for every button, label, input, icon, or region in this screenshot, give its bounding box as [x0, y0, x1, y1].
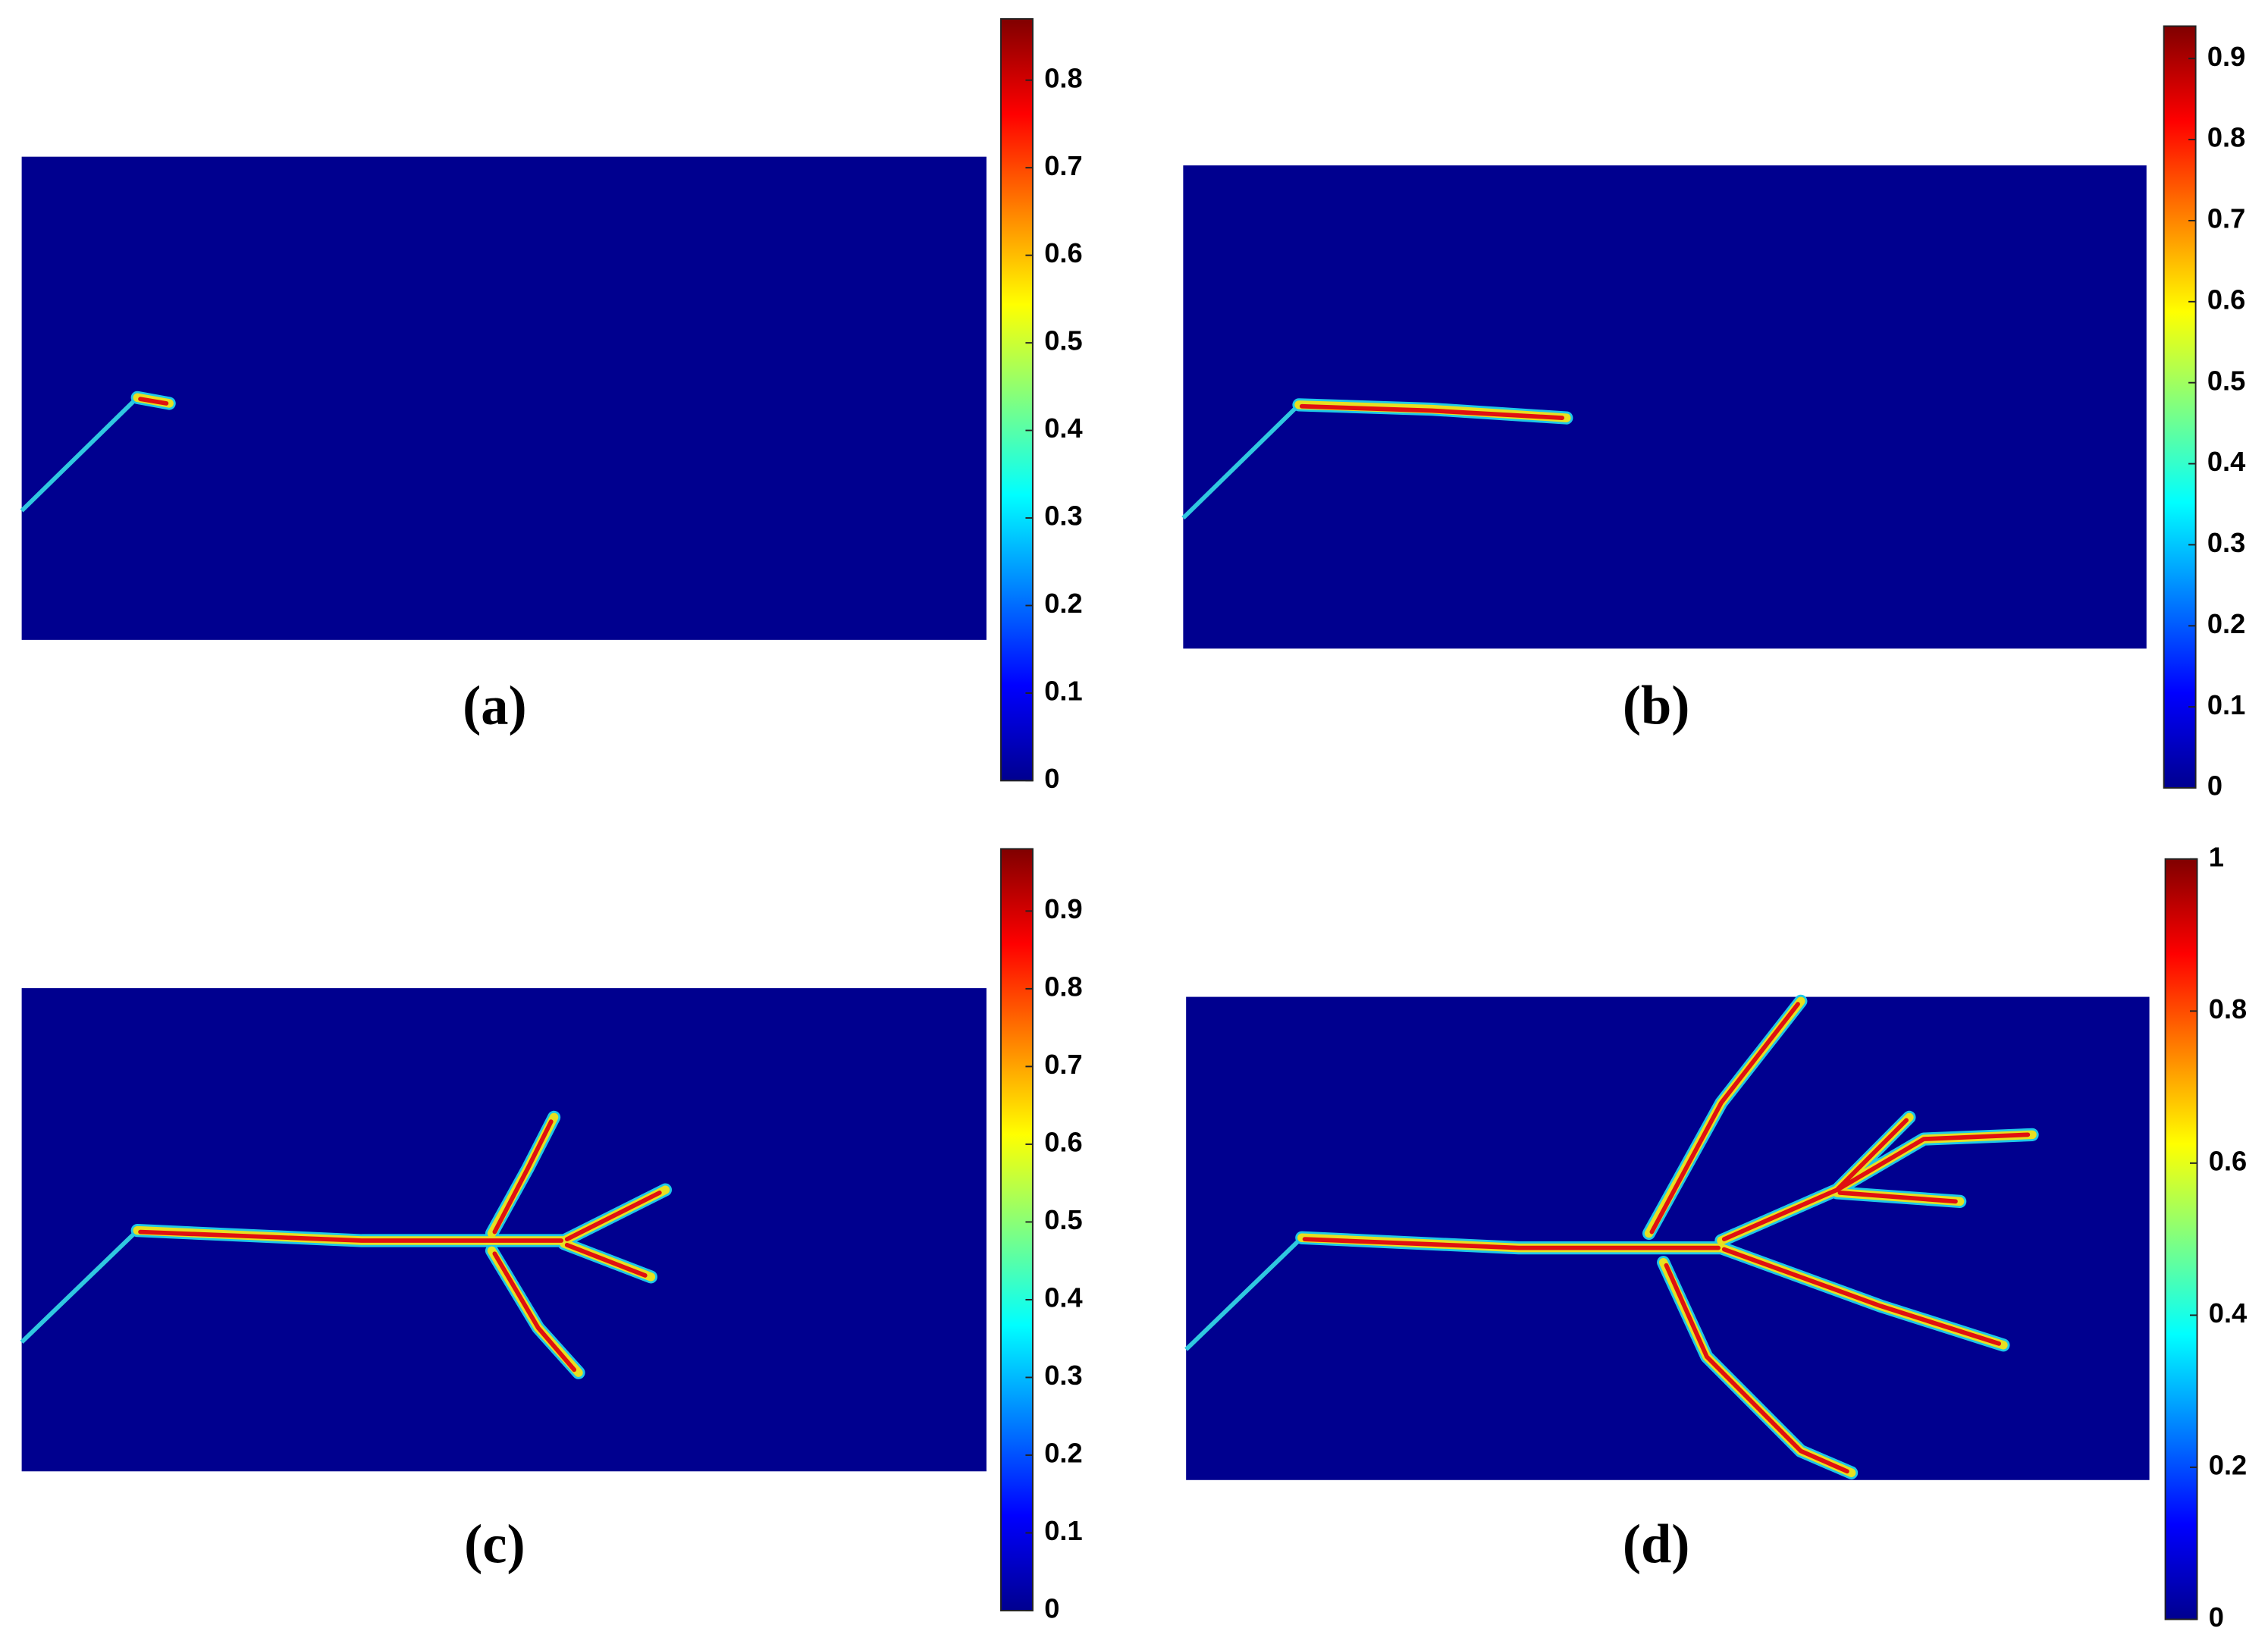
- plate-c: [20, 988, 987, 1472]
- colorbar-tick-label: 0.2: [1044, 1438, 1082, 1469]
- colorbar-tick-label: 0.2: [2209, 1449, 2247, 1480]
- colorbar: [2163, 25, 2197, 789]
- panel-label: (c): [464, 1513, 525, 1574]
- colorbar-tick-label: 0.8: [2207, 122, 2245, 153]
- colorbar-tick-label: 0: [2207, 770, 2223, 802]
- colorbar-tick-label: 0.5: [1044, 325, 1082, 356]
- colorbar-tick-label: 0.1: [1044, 676, 1082, 707]
- crack-c: [130, 1110, 673, 1379]
- colorbar-tick-label: 0.8: [2209, 993, 2247, 1024]
- colorbar-tick-label: 0.2: [1044, 588, 1082, 619]
- colorbar-tick-label: 0.4: [2207, 446, 2245, 477]
- colorbar-tick-label: 0.4: [1044, 413, 1082, 444]
- colorbar-tick-label: 0: [1044, 763, 1059, 794]
- colorbar-tick-label: 0.8: [1044, 971, 1082, 1002]
- colorbar-tick-label: 0.5: [1044, 1204, 1082, 1235]
- colorbar: [1000, 17, 1034, 782]
- panel-label: (a): [463, 674, 527, 736]
- colorbar-tick-label: 0.6: [2209, 1145, 2247, 1176]
- colorbar-tick-label: 0.3: [1044, 1360, 1082, 1391]
- colorbar-tick-label: 0: [1044, 1593, 1059, 1624]
- colorbar-tick-label: 0.6: [1044, 237, 1082, 268]
- colorbar-tick-label: 0.1: [2207, 689, 2245, 720]
- colorbar: [2164, 858, 2198, 1620]
- panel-label: (d): [1623, 1513, 1690, 1574]
- panel-label: (b): [1623, 674, 1690, 736]
- colorbar-tick-label: 0.3: [1044, 500, 1082, 532]
- colorbar-tick-label: 0.9: [1044, 893, 1082, 924]
- crack-d: [1295, 994, 2039, 1479]
- colorbar-tick-label: 0.5: [2207, 365, 2245, 396]
- colorbar-tick-label: 0.7: [2207, 202, 2245, 234]
- colorbar-tick-label: 0.2: [2207, 608, 2245, 639]
- colorbar-tick-label: 0.6: [1044, 1126, 1082, 1157]
- colorbar-tick-label: 0.8: [1044, 62, 1082, 93]
- plate-a: [20, 156, 987, 640]
- colorbar-tick-label: 0.9: [2207, 41, 2245, 72]
- colorbar-tick-label: 0.4: [1044, 1282, 1082, 1313]
- colorbar-tick-label: 0.3: [2207, 527, 2245, 558]
- plate-b: [1181, 165, 2147, 649]
- colorbar-tick-label: 0: [2209, 1602, 2224, 1633]
- colorbar-tick-label: 0.7: [1044, 1049, 1082, 1080]
- colorbar-tick-label: 0.6: [2207, 284, 2245, 315]
- colorbar-tick-label: 0.1: [1044, 1515, 1082, 1546]
- colorbar: [1000, 848, 1034, 1611]
- colorbar-tick-label: 1: [2209, 841, 2224, 872]
- colorbar-tick-label: 0.4: [2209, 1297, 2247, 1329]
- plate-d: [1184, 994, 2150, 1480]
- colorbar-tick-label: 0.7: [1044, 150, 1082, 181]
